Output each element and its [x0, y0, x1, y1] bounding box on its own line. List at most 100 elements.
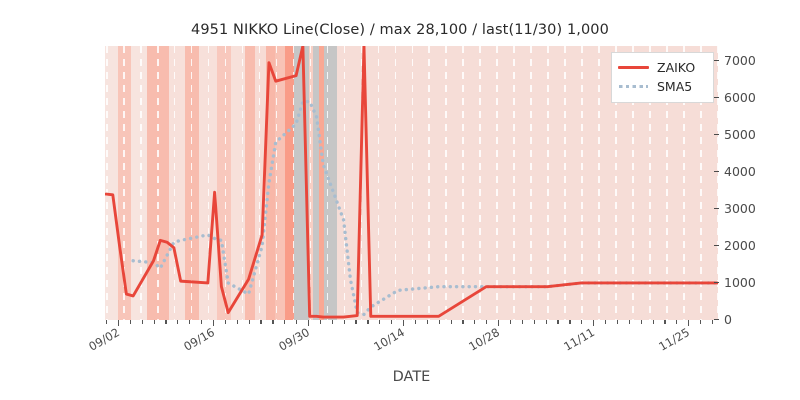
x-minor-tick-mark — [604, 320, 607, 324]
x-axis-tick-label: 09/30 — [276, 325, 312, 354]
y-tick-mark — [714, 207, 719, 210]
gridline — [496, 46, 498, 320]
x-minor-tick-mark — [189, 320, 191, 324]
y-tick-mark — [714, 244, 719, 247]
legend-item-zaiko[interactable]: ZAIKO — [618, 58, 707, 77]
gridline — [564, 46, 566, 320]
gridline — [513, 46, 515, 320]
x-axis-title: DATE — [392, 369, 431, 385]
gridline — [377, 46, 380, 320]
x-minor-tick-mark — [224, 320, 226, 324]
x-minor-tick-mark — [201, 320, 203, 324]
x-major-tick-mark — [593, 320, 595, 326]
x-minor-tick-mark — [414, 320, 417, 324]
background-band — [244, 46, 256, 320]
y-tick-label: 2000 — [724, 237, 756, 253]
x-minor-tick-mark — [177, 320, 179, 324]
x-minor-tick-mark — [711, 320, 714, 324]
y-tick-label: 6000 — [724, 89, 756, 105]
x-axis-tick-label: 09/16 — [181, 325, 217, 354]
background-band — [105, 46, 119, 320]
background-band — [230, 46, 246, 320]
x-minor-tick-mark — [700, 320, 702, 324]
gridline — [411, 46, 414, 320]
x-minor-tick-mark — [664, 320, 666, 324]
gridline — [394, 46, 397, 320]
gridline — [106, 46, 108, 320]
x-axis-tick-label: 09/02 — [86, 325, 122, 354]
series-line-zaiko — [105, 46, 718, 319]
x-minor-tick-mark — [165, 320, 167, 324]
x-minor-tick-mark — [426, 320, 428, 324]
x-minor-tick-mark — [296, 320, 298, 324]
x-major-tick-mark — [498, 320, 500, 326]
gridline — [139, 46, 142, 320]
gridline — [207, 46, 210, 320]
y-tick-mark — [714, 96, 719, 99]
x-minor-tick-mark — [450, 320, 452, 324]
x-minor-tick-mark — [106, 320, 108, 324]
x-minor-tick-mark — [379, 320, 381, 324]
x-minor-tick-mark — [141, 320, 143, 324]
gridline — [547, 46, 549, 320]
x-minor-tick-mark — [533, 320, 535, 324]
gridline — [445, 46, 448, 320]
legend-swatch-zaiko-icon — [618, 62, 649, 74]
background-band — [284, 46, 295, 320]
gridline — [343, 46, 346, 320]
gridline — [156, 46, 159, 320]
gridline — [598, 46, 600, 320]
x-minor-tick-mark — [236, 320, 238, 324]
gridline — [615, 46, 617, 320]
x-minor-tick-mark — [129, 320, 131, 324]
x-minor-tick-mark — [355, 320, 357, 324]
x-minor-tick-mark — [569, 320, 571, 324]
gridline — [292, 46, 295, 320]
gridline — [173, 46, 176, 320]
x-minor-tick-mark — [474, 320, 476, 324]
x-minor-tick-mark — [581, 320, 583, 324]
y-tick-mark — [714, 170, 719, 173]
chart-title: 4951 NIKKO Line(Close) / max 28,100 / la… — [191, 22, 609, 38]
gridline — [224, 46, 227, 320]
series-container — [105, 46, 718, 319]
x-minor-tick-mark — [462, 320, 464, 324]
legend-label-sma5: SMA5 — [657, 79, 693, 94]
x-minor-tick-mark — [153, 320, 155, 324]
background-band — [130, 46, 148, 320]
y-tick-mark — [714, 319, 719, 321]
y-tick-label: 3000 — [724, 200, 756, 216]
gridline — [479, 46, 481, 320]
gridline — [122, 46, 125, 320]
y-tick-label: 0 — [724, 312, 732, 327]
gridline — [700, 46, 702, 320]
x-axis-tick-label: 10/14 — [371, 325, 407, 354]
gridline — [649, 46, 651, 320]
x-minor-tick-mark — [260, 320, 262, 324]
gridline — [717, 46, 718, 320]
gridline — [632, 46, 634, 320]
vertical-gridlines — [105, 46, 718, 320]
gridline — [309, 46, 312, 320]
background-band — [255, 46, 267, 320]
legend-swatch-sma5-icon — [618, 81, 649, 93]
background-band — [313, 46, 320, 320]
x-minor-tick-mark — [272, 320, 274, 324]
x-minor-tick-mark — [616, 320, 619, 324]
x-minor-tick-mark — [343, 320, 345, 324]
gridline — [581, 46, 583, 320]
gridline — [258, 46, 261, 320]
x-major-tick-mark — [403, 320, 405, 326]
gridline — [683, 46, 685, 320]
x-minor-tick-mark — [521, 320, 523, 324]
x-minor-tick-mark — [676, 320, 678, 324]
background-band — [168, 46, 186, 320]
series-line-sma5 — [131, 99, 718, 317]
gridline — [326, 46, 329, 320]
x-minor-tick-mark — [248, 320, 250, 324]
gridline — [666, 46, 668, 320]
x-axis-minor-ticks — [105, 320, 718, 326]
legend-item-sma5[interactable]: SMA5 — [618, 77, 707, 96]
gridline — [530, 46, 532, 320]
y-tick-label: 1000 — [724, 274, 756, 290]
